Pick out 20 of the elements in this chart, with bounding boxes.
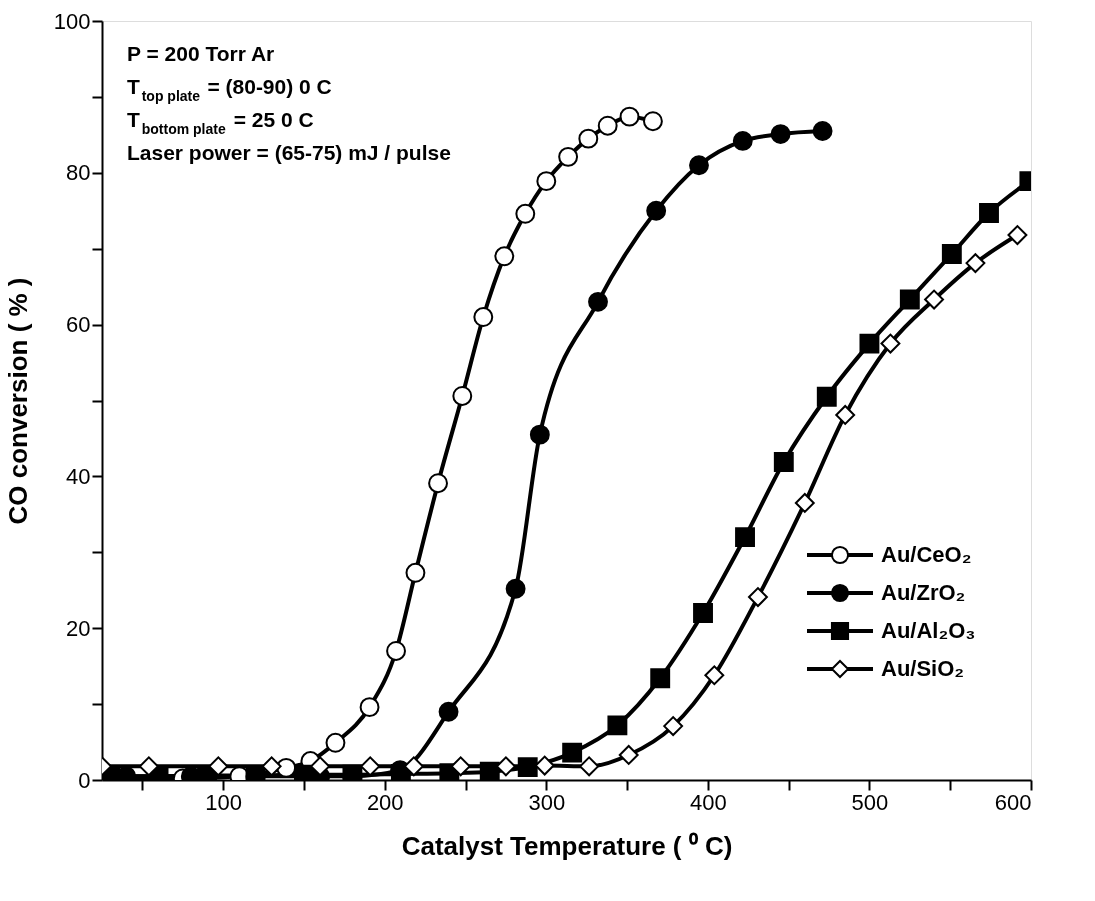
y-tick-label: 80 xyxy=(66,160,91,186)
x-tick-label: 300 xyxy=(528,789,566,815)
legend-label: Au/ZrO₂ xyxy=(881,580,966,605)
x-tick-label: 200 xyxy=(366,789,404,815)
y-tick-label: 40 xyxy=(66,463,91,489)
annotation: P = 200 Torr Ar xyxy=(127,42,275,65)
y-tick-label: 0 xyxy=(78,767,91,793)
legend-label: Au/SiO₂ xyxy=(881,656,965,681)
y-tick-label: 100 xyxy=(53,8,91,34)
x-tick-label: 500 xyxy=(851,789,889,815)
x-axis-title: Catalyst Temperature ( ⁰ C) xyxy=(401,830,733,861)
legend-label: Au/Al₂O₃ xyxy=(881,618,976,643)
y-tick-label: 60 xyxy=(66,312,91,338)
x-tick-label: 600 xyxy=(994,789,1032,815)
x-tick-label: 100 xyxy=(205,789,243,815)
y-axis-title: CO conversion ( % ) xyxy=(2,277,33,525)
x-tick-label: 400 xyxy=(690,789,727,815)
legend-label: Au/CeO₂ xyxy=(881,542,972,567)
y-tick-label: 20 xyxy=(66,615,91,641)
annotation: Laser power = (65-75) mJ / pulse xyxy=(127,141,451,164)
